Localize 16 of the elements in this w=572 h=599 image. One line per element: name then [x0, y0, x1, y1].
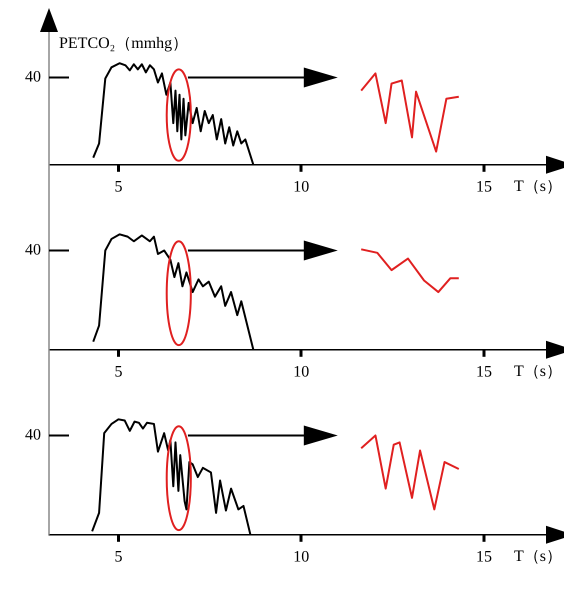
x-tick-label: 5 [114, 548, 122, 566]
x-tick-label: 10 [293, 548, 310, 566]
text: 40 [25, 68, 41, 86]
x-axis-title: T（s） [514, 178, 562, 196]
text: 40 [25, 242, 41, 259]
y-axis-title: PETCO₂（mmhg） [59, 35, 188, 52]
x-tick-label: 10 [293, 178, 310, 196]
x-tick-label: 15 [476, 364, 492, 381]
x-axis-title: T（s） [514, 363, 562, 380]
x-tick-label: 15 [476, 548, 492, 566]
x-tick-label: 10 [293, 364, 310, 381]
x-tick-label: 5 [114, 364, 122, 381]
text: 40 [25, 426, 41, 444]
x-tick-label: 15 [476, 178, 492, 196]
x-axis-title: T（s） [514, 548, 562, 566]
x-tick-label: 5 [114, 178, 122, 196]
